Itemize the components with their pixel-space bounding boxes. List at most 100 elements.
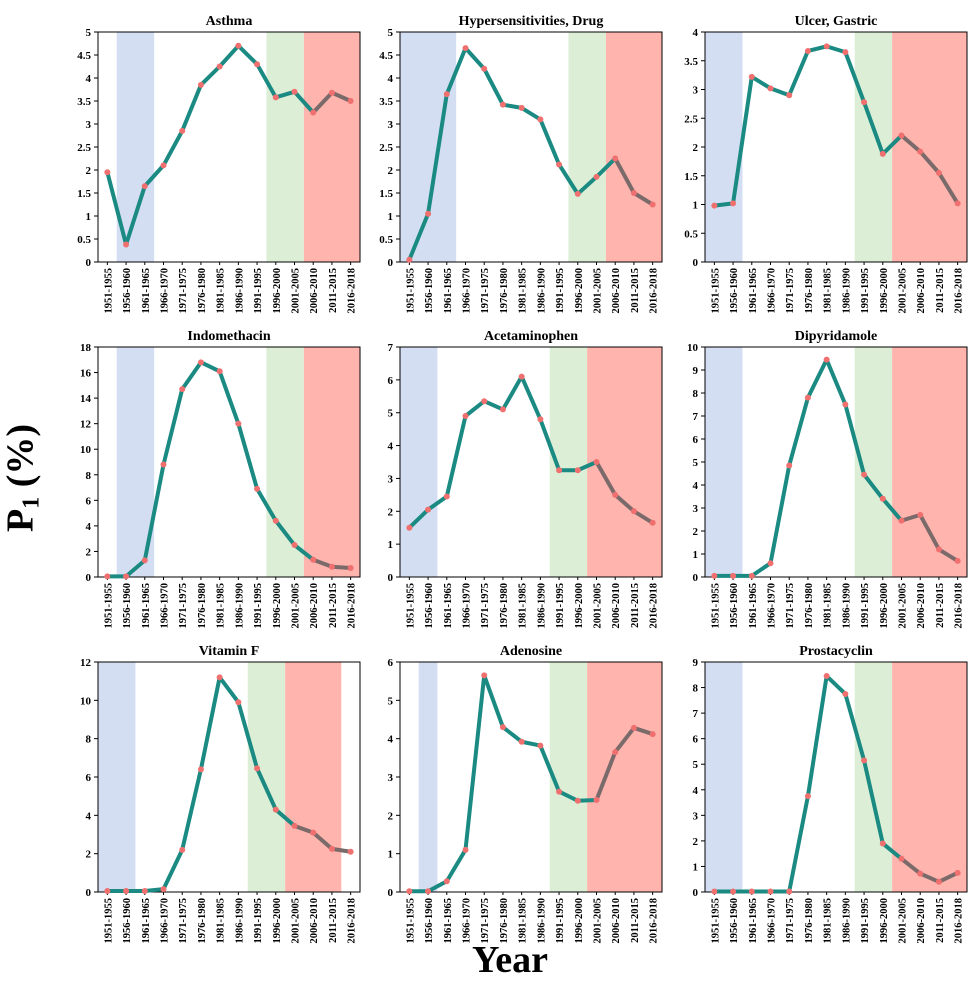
y-tick-label: 0 [388, 887, 394, 899]
x-tick-label: 1961-1965 [141, 898, 152, 944]
chart-title: Dipyridamole [795, 329, 877, 344]
x-tick-label: 2016-2018 [347, 898, 358, 944]
y-tick-label: 3 [388, 772, 394, 784]
x-tick-label: 2016-2018 [649, 268, 660, 314]
data-point [861, 471, 868, 478]
x-tick-label: 2001-2005 [593, 583, 604, 629]
data-point [310, 556, 317, 563]
chart-panel-3: Ulcer, Gastric 0 0.5 1 1.5 2 2.5 3 3.5 4 1951-1955… [665, 10, 974, 330]
y-tick-label: 12 [80, 657, 92, 669]
x-tick-label: 2016-2018 [954, 583, 965, 629]
data-point [197, 359, 204, 366]
x-tick-label: 1981-1985 [518, 268, 529, 314]
y-tick-label: 5 [388, 695, 394, 707]
data-point [216, 674, 223, 681]
data-point [499, 406, 506, 413]
series-line-segment [198, 675, 222, 772]
x-tick-label: 2011-2015 [328, 583, 339, 628]
x-tick-label: 2001-2005 [898, 268, 909, 314]
data-point [574, 797, 581, 804]
series-line-segment [880, 133, 904, 156]
data-point [216, 368, 223, 375]
x-tick-label: 1961-1965 [443, 898, 454, 944]
x-tick-label: 1971-1975 [785, 583, 796, 629]
data-point [328, 845, 335, 852]
period-band-green [549, 662, 588, 892]
x-tick-label: 1956-1960 [424, 583, 435, 629]
y-tick-label: 6 [86, 495, 92, 507]
data-point [462, 846, 469, 853]
series-line-segment [180, 767, 203, 852]
x-tick-label: 2016-2018 [954, 268, 965, 314]
x-tick-label: 1991-1995 [860, 583, 871, 629]
series-line-segment [426, 879, 449, 894]
series-line-segment [899, 133, 923, 154]
x-tick-label: 1951-1955 [405, 268, 416, 314]
series-line-segment [936, 547, 960, 563]
period-band-blue [418, 662, 438, 892]
x-tick-label: 1991-1995 [253, 268, 264, 314]
data-point [711, 572, 718, 579]
y-tick-label: 6 [388, 375, 394, 387]
chart-title: Vitamin F [199, 644, 260, 659]
y-tick-label: 0 [86, 887, 92, 899]
y-tick-label: 1 [388, 211, 394, 223]
chart-svg: Dipyridamole 0 1 2 3 4 5 6 7 8 9 10 1951-1955 1956-19… [687, 329, 968, 629]
y-tick-label: 0.5 [77, 234, 91, 246]
y-tick-label: 4 [86, 521, 92, 533]
data-point [748, 73, 755, 80]
series-line-segment [217, 675, 241, 705]
data-point [235, 420, 242, 427]
period-band-red [303, 347, 360, 577]
y-tick-label: 1.5 [77, 188, 91, 200]
x-tick-label: 1976-1980 [804, 898, 815, 944]
x-tick-label: 2016-2018 [649, 583, 660, 629]
data-point [842, 49, 849, 56]
y-tick-label: 4 [86, 810, 92, 822]
data-point [879, 840, 886, 847]
x-tick-label: 1966-1970 [160, 268, 171, 314]
x-tick-label: 1956-1960 [424, 268, 435, 314]
series-line-segment [463, 46, 487, 71]
x-tick-label: 2011-2015 [630, 268, 641, 313]
y-tick-label: 0 [693, 257, 699, 269]
series-line-segment [862, 100, 885, 156]
series-line-segment [805, 44, 829, 53]
y-tick-label: 10 [687, 342, 699, 354]
chart-panel-8: Adenosine 0 1 2 3 4 5 6 1951-1955 1956-1960 1961-1… [360, 640, 682, 960]
y-tick-label: 1 [693, 549, 699, 561]
series-line-segment [329, 90, 353, 103]
y-tick-label: 1 [693, 200, 699, 212]
series-line-segment [575, 174, 599, 196]
y-tick-label: 4 [693, 480, 699, 492]
data-point [272, 94, 279, 101]
x-tick-label: 1976-1980 [197, 268, 208, 314]
x-tick-label: 1961-1965 [748, 268, 759, 314]
x-tick-label: 1991-1995 [253, 583, 264, 629]
x-tick-label: 1971-1975 [785, 268, 796, 314]
y-tick-label: 0.5 [684, 228, 698, 240]
x-tick-label: 1981-1985 [216, 898, 227, 944]
data-point [786, 92, 793, 99]
x-tick-label: 1996-2000 [879, 583, 890, 629]
chart-svg: Vitamin F 0 2 4 6 8 10 12 1951-1955 1956-1960 1961… [80, 644, 361, 944]
y-tick-label: 0.5 [379, 234, 393, 246]
series-line-segment [862, 758, 885, 846]
x-tick-label: 2001-2005 [898, 583, 909, 629]
data-point [499, 101, 506, 108]
y-tick-label: 2 [693, 526, 699, 538]
plot-frame [704, 661, 968, 893]
y-tick-label: 2 [86, 165, 92, 177]
y-tick-label: 4 [388, 73, 394, 85]
series-line-segment [311, 830, 334, 851]
data-point [481, 65, 488, 72]
data-point [556, 788, 563, 795]
y-tick-label: 1 [86, 211, 92, 223]
series-line-segment [880, 841, 904, 861]
x-tick-label: 2001-2005 [291, 268, 302, 314]
data-point [518, 373, 525, 380]
data-point [649, 519, 656, 526]
x-tick-label: 1966-1970 [160, 898, 171, 944]
data-point [254, 61, 261, 68]
y-tick-label: 4 [388, 734, 394, 746]
